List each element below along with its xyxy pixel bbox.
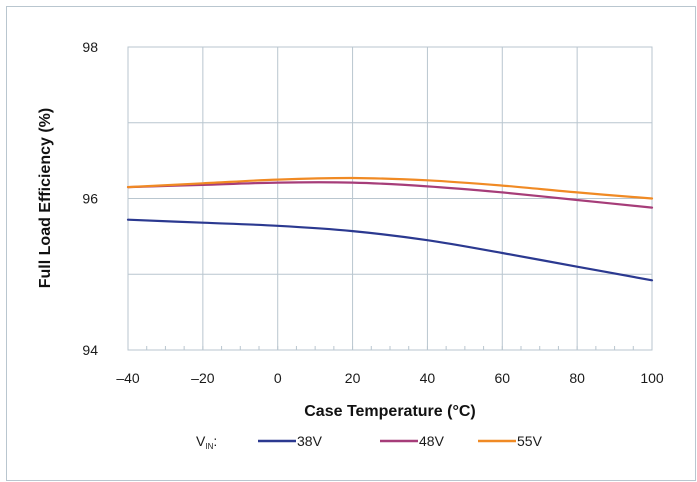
x-tick-label: 20: [345, 370, 361, 386]
x-tick-label: 40: [420, 370, 436, 386]
x-axis-title: Case Temperature (°C): [304, 403, 475, 420]
x-tick-label: 100: [640, 370, 664, 386]
x-tick-label: 0: [274, 370, 282, 386]
y-tick-label: 96: [82, 191, 98, 207]
y-tick-label: 94: [82, 342, 98, 358]
chart-frame: [6, 6, 696, 481]
y-tick-labels: 94 96 98: [82, 39, 98, 358]
y-tick-label: 98: [82, 39, 98, 55]
x-tick-label: –40: [116, 370, 140, 386]
legend-label-38v: 38V: [297, 433, 323, 449]
series-line-38v: [126, 218, 654, 282]
legend-prefix-v: V: [196, 433, 206, 449]
legend-prefix: VIN:: [196, 433, 217, 451]
grid: [127, 46, 653, 351]
series-lines: [126, 176, 654, 282]
x-tick-label: 60: [494, 370, 510, 386]
legend-label-55v: 55V: [517, 433, 543, 449]
minor-ticks: [127, 346, 653, 350]
y-axis-title: Full Load Efficiency (%): [37, 108, 54, 288]
legend-prefix-sub: IN: [205, 442, 213, 451]
legend: VIN: 38V 48V 55V: [196, 433, 543, 451]
x-tick-labels: –40 –20 0 20 40 60 80 100: [116, 370, 664, 386]
legend-label-48v: 48V: [419, 433, 445, 449]
series-line-55v: [126, 176, 654, 200]
x-tick-label: –20: [191, 370, 215, 386]
series-line-48v: [126, 181, 654, 209]
x-tick-label: 80: [569, 370, 585, 386]
legend-prefix-colon: :: [213, 433, 217, 449]
